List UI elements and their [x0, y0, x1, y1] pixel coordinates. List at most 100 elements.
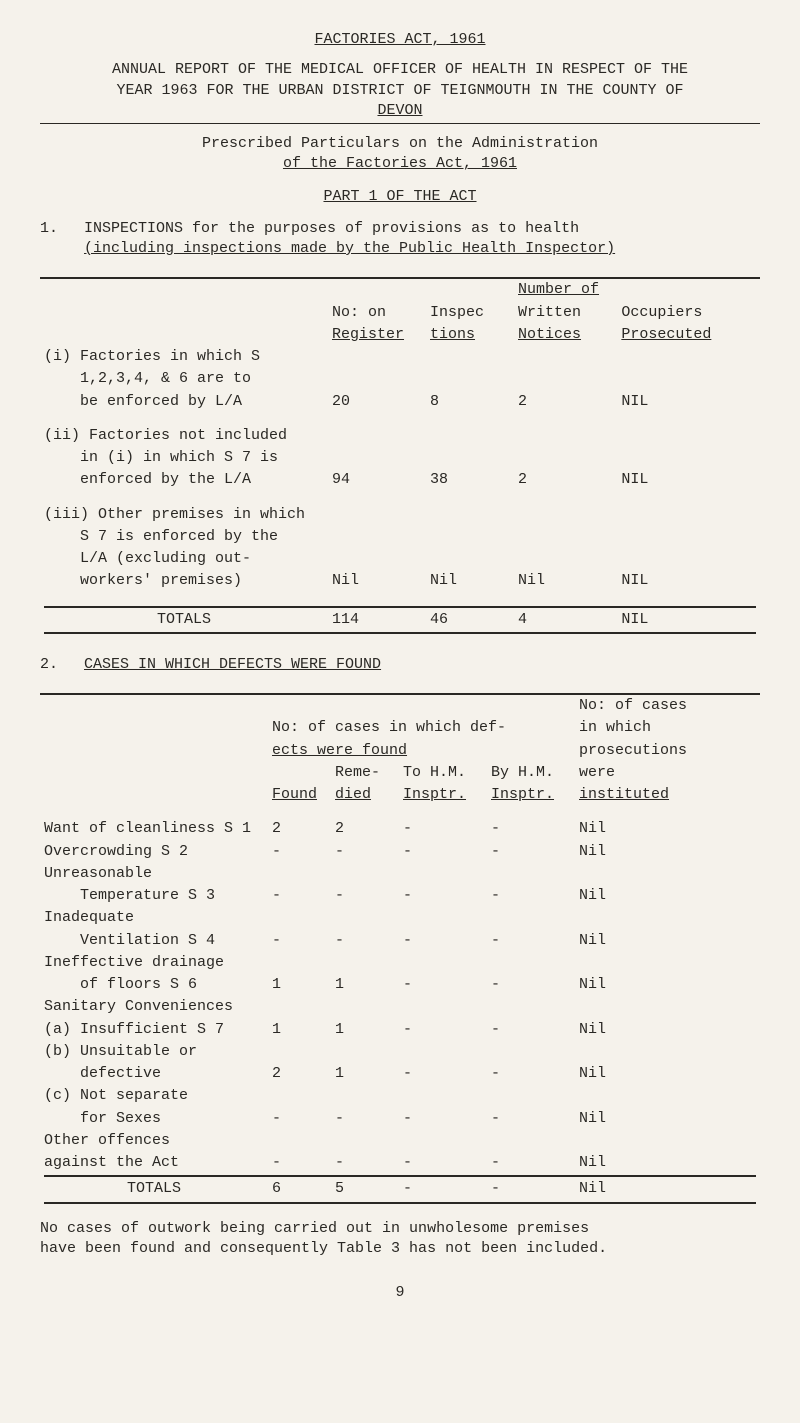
table-cell [617, 425, 760, 447]
t2-h-r4c1: Reme- [331, 762, 399, 784]
table-cell: Nil [575, 974, 760, 996]
table-cell [575, 863, 760, 885]
t2-h-r5c1: died [331, 784, 399, 806]
t2-tot-c4: Nil [575, 1178, 760, 1200]
table-cell: 1 [331, 1063, 399, 1085]
prescribed-2: of the Factories Act, 1961 [40, 154, 760, 174]
table-cell [514, 447, 617, 469]
table-cell: NIL [617, 469, 760, 491]
section-2-heading: 2. CASES IN WHICH DEFECTS WERE FOUND [40, 655, 760, 675]
table-cell [514, 504, 617, 526]
table-cell [575, 1130, 760, 1152]
footnote-l1: No cases of outwork being carried out in… [40, 1219, 760, 1239]
table-cell: 1 [331, 974, 399, 996]
inspections-table: Number of No: on Inspec Written Occupier… [40, 279, 760, 635]
table-row-label: (i) Factories in which S [40, 346, 328, 368]
table-row-label: workers' premises) [40, 570, 328, 592]
table-cell [617, 346, 760, 368]
table-cell [617, 548, 760, 570]
table-cell [331, 907, 399, 929]
table-cell [514, 526, 617, 548]
table-cell [575, 907, 760, 929]
table-cell [328, 368, 426, 390]
t2-h-r5c3: Insptr. [487, 784, 575, 806]
table-row-label: for Sexes [40, 1108, 268, 1130]
table-cell: - [399, 1019, 487, 1041]
table-cell [268, 952, 331, 974]
t1-totals-label: TOTALS [40, 609, 328, 631]
table-cell [426, 447, 514, 469]
table-row-label: Ventilation S 4 [40, 930, 268, 952]
section-1-heading: 1. INSPECTIONS for the purposes of provi… [40, 219, 760, 260]
table-cell [426, 526, 514, 548]
t1-h-c4b: Prosecuted [617, 324, 760, 346]
t2-totals-label: TOTALS [40, 1178, 268, 1200]
table-cell: - [268, 1108, 331, 1130]
table-cell: 38 [426, 469, 514, 491]
table-cell [399, 1130, 487, 1152]
table-cell: Nil [575, 1152, 760, 1174]
table-cell [426, 548, 514, 570]
page-number: 9 [40, 1283, 760, 1303]
table-cell [487, 863, 575, 885]
table-cell: - [399, 930, 487, 952]
report-line-1: ANNUAL REPORT OF THE MEDICAL OFFICER OF … [40, 60, 760, 80]
table-cell: Nil [514, 570, 617, 592]
t1-h-c3a: Written [514, 302, 617, 324]
table-cell: - [487, 885, 575, 907]
table-cell [331, 952, 399, 974]
t2-tot-c3: - [487, 1178, 575, 1200]
section-1-line2: (including inspections made by the Publi… [84, 239, 760, 259]
table-cell: - [487, 1152, 575, 1174]
prescribed-1: Prescribed Particulars on the Administra… [40, 134, 760, 154]
table-cell: 1 [331, 1019, 399, 1041]
table-cell: - [331, 1152, 399, 1174]
table-cell [575, 1085, 760, 1107]
table-cell: 2 [514, 469, 617, 491]
table-row-label: enforced by the L/A [40, 469, 328, 491]
t1-h-c1b: Register [328, 324, 426, 346]
table-row-label: Other offences [40, 1130, 268, 1152]
table-cell [617, 447, 760, 469]
table-cell [426, 346, 514, 368]
table-cell [617, 504, 760, 526]
t1-tot-c1: 114 [328, 609, 426, 631]
table-cell: 2 [514, 391, 617, 413]
table-cell [514, 425, 617, 447]
section-1-num: 1. [40, 219, 84, 260]
table-cell [331, 1085, 399, 1107]
t1-tot-c3: 4 [514, 609, 617, 631]
table-row-label: Unreasonable [40, 863, 268, 885]
table-cell: - [487, 1019, 575, 1041]
table-cell [426, 504, 514, 526]
table-cell [487, 996, 575, 1018]
table-row-label: Temperature S 3 [40, 885, 268, 907]
table-cell: - [268, 930, 331, 952]
table-cell [514, 346, 617, 368]
t2-h-r1c4: No: of cases [575, 695, 760, 717]
table-cell: Nil [575, 1063, 760, 1085]
t1-tot-c4: NIL [617, 609, 760, 631]
t2-h-r4c2: To H.M. [399, 762, 487, 784]
t2-h-r3span: ects were found [272, 742, 407, 759]
table-cell [268, 996, 331, 1018]
table-row-label: Want of cleanliness S 1 [40, 818, 268, 840]
table-cell [268, 1130, 331, 1152]
table-row-label: L/A (excluding out- [40, 548, 328, 570]
t2-h-r5c2: Insptr. [399, 784, 487, 806]
table-cell: Nil [575, 841, 760, 863]
t1-h-c3b: Notices [514, 324, 617, 346]
table-cell [328, 447, 426, 469]
table-cell [487, 1085, 575, 1107]
table-cell [268, 1041, 331, 1063]
t2-h-r2span: No: of cases in which def- [268, 717, 575, 739]
header-block: FACTORIES ACT, 1961 ANNUAL REPORT OF THE… [40, 30, 760, 207]
table-cell [399, 996, 487, 1018]
t2-h-r2c4: in which [575, 717, 760, 739]
table-cell [575, 1041, 760, 1063]
table-cell [487, 952, 575, 974]
section-2-title: CASES IN WHICH DEFECTS WERE FOUND [84, 656, 381, 673]
table-cell [331, 1130, 399, 1152]
table-cell [268, 1085, 331, 1107]
table-row-label: of floors S 6 [40, 974, 268, 996]
